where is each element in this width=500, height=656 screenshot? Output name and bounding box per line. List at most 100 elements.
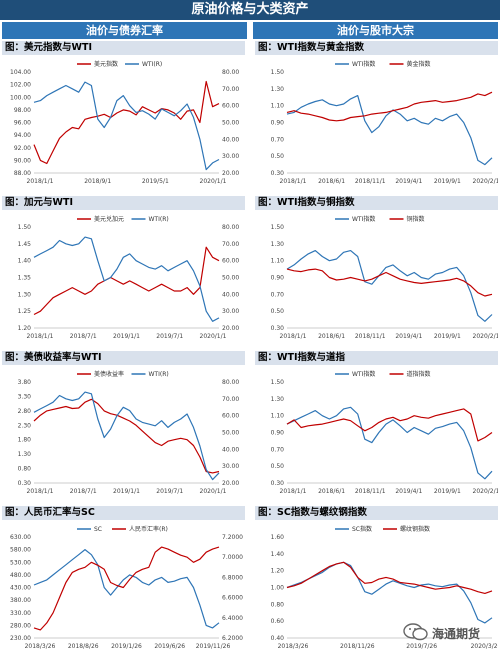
y-left-tick-label: 0.60 xyxy=(271,618,285,625)
series-line xyxy=(33,236,220,322)
y-left-tick-label: 0.50 xyxy=(271,153,285,160)
y-left-tick-label: 98.00 xyxy=(14,107,31,114)
y-left-tick-label: 1.20 xyxy=(18,325,32,332)
series-line xyxy=(286,268,493,297)
y-left-tick-label: 1.50 xyxy=(18,224,32,231)
y-left-tick-label: 1.10 xyxy=(271,103,285,110)
chart-panel-yield-wti: 图：美债收益率与WTI 美债收益率 WTI(R) 3.80 3.30 2.80 2.30 1… xyxy=(2,351,245,501)
legend: WTI指数 铜指数 xyxy=(335,215,425,223)
x-tick-label: 2020/2/1 xyxy=(473,178,498,185)
series-line xyxy=(286,406,493,480)
y-left-tick-label: 1.30 xyxy=(271,86,285,93)
legend: 美元指数 WTI(R) xyxy=(77,60,162,68)
x-tick-label: 2019/9/1 xyxy=(434,488,461,495)
chart-title: 图：人民币汇率与SC xyxy=(2,506,245,520)
y-right-tick-label: 20.00 xyxy=(222,170,239,177)
legend-label: WTI指数 xyxy=(352,215,375,223)
legend: SC 人民币汇率(R) xyxy=(77,525,168,533)
y-left-tick-label: 0.80 xyxy=(271,601,285,608)
y-left-tick-label: 104.00 xyxy=(10,69,31,76)
y-left-tick-label: 1.50 xyxy=(271,69,285,76)
chart-usd-wti: 美元指数 WTI(R) 104.00 102.00 100.00 98.00 96.00 94… xyxy=(10,60,239,185)
legend-label: WTI(R) xyxy=(149,216,169,223)
y-right-tick-label: 6.4000 xyxy=(222,615,243,622)
y-left-tick-label: 530.00 xyxy=(10,559,31,566)
series-line xyxy=(286,561,493,624)
x-tick-label: 2019/7/1 xyxy=(156,488,183,495)
y-left-tick-label: 0.70 xyxy=(271,136,285,143)
x-tick-label: 2020/1/1 xyxy=(200,333,227,340)
y-left-tick-label: 96.00 xyxy=(14,120,31,127)
x-tick-label: 2018/1/1 xyxy=(280,488,307,495)
y-left-tick-label: 630.00 xyxy=(10,534,31,541)
y-left-tick-label: 480.00 xyxy=(10,572,31,579)
y-right-tick-label: 20.00 xyxy=(222,480,239,487)
series-line xyxy=(33,81,220,171)
y-right-tick-label: 6.8000 xyxy=(222,574,243,581)
series-line xyxy=(286,94,493,166)
x-tick-label: 2018/3/26 xyxy=(25,643,56,650)
y-right-tick-label: 60.00 xyxy=(222,413,239,420)
y-left-tick-label: 3.80 xyxy=(18,379,32,386)
x-tick-label: 2018/1/1 xyxy=(280,178,307,185)
y-left-tick-label: 1.50 xyxy=(271,224,285,231)
x-tick-label: 2018/1/1 xyxy=(280,333,307,340)
legend-label: SC xyxy=(94,526,102,533)
right-column-header: 油价与股市大宗 xyxy=(253,22,498,39)
y-left-tick-label: 580.00 xyxy=(10,547,31,554)
series-line xyxy=(286,408,493,442)
legend-label: 螺纹钢指数 xyxy=(400,525,430,533)
y-left-tick-label: 1.30 xyxy=(18,291,32,298)
legend-label: SC指数 xyxy=(352,525,372,533)
y-right-tick-label: 40.00 xyxy=(222,446,239,453)
wechat-icon xyxy=(403,623,428,641)
chart-panel-rmb-sc: 图：人民币汇率与SC SC 人民币汇率(R) 630.00 580.00 530.00 4… xyxy=(2,506,245,656)
x-tick-label: 2020/2/1 xyxy=(473,488,498,495)
x-tick-label: 2019/9/1 xyxy=(434,333,461,340)
y-right-tick-label: 80.00 xyxy=(222,379,239,386)
y-right-tick-label: 20.00 xyxy=(222,325,239,332)
x-tick-label: 2019/4/1 xyxy=(395,333,422,340)
x-tick-label: 2018/9/1 xyxy=(84,178,111,185)
y-right-tick-label: 30.00 xyxy=(222,153,239,160)
series-line xyxy=(286,561,493,595)
y-left-tick-label: 0.30 xyxy=(271,170,285,177)
x-tick-label: 2018/11/1 xyxy=(355,333,386,340)
chart-sc-rebar: SC指数 螺纹钢指数1.601.401.201.000.800.600.40201… xyxy=(271,525,498,650)
legend-label: 黄金指数 xyxy=(407,60,431,68)
y-left-tick-label: 430.00 xyxy=(10,585,31,592)
x-tick-label: 2020/1/1 xyxy=(200,178,227,185)
y-left-tick-label: 0.50 xyxy=(271,308,285,315)
chart-panel-cad-wti: 图：加元与WTI 美元兑加元 WTI(R) 1.50 1.45 1.40 1.35 1.30… xyxy=(2,196,245,346)
x-tick-label: 2018/1/1 xyxy=(27,333,54,340)
y-left-tick-label: 0.30 xyxy=(18,480,32,487)
legend-label: WTI指数 xyxy=(352,60,375,68)
x-tick-label: 2018/1/1 xyxy=(27,178,54,185)
y-left-tick-label: 280.00 xyxy=(10,622,31,629)
y-left-tick-label: 380.00 xyxy=(10,597,31,604)
legend-label: 美债收益率 xyxy=(94,370,124,378)
y-right-tick-label: 6.2000 xyxy=(222,635,243,642)
y-right-tick-label: 70.00 xyxy=(222,86,239,93)
series-line xyxy=(33,246,220,316)
chart-wti-dow: WTI指数 道指指数1.501.301.100.900.700.500.30201… xyxy=(271,370,498,495)
y-left-tick-label: 0.40 xyxy=(271,635,285,642)
x-tick-label: 2020/2/1 xyxy=(473,333,498,340)
x-tick-label: 2019/1/1 xyxy=(113,488,140,495)
chart-wti-gold: WTI指数 黄金指数1.501.301.100.900.700.500.30201… xyxy=(271,60,498,185)
x-tick-label: 2019/7/1 xyxy=(156,333,183,340)
y-right-tick-label: 7.0000 xyxy=(222,554,243,561)
chart-panel-wti-dow: 图：WTI指数与道指 WTI指数 道指指数 1.50 1.30 1.10 0.90 0.70… xyxy=(255,351,498,501)
y-left-tick-label: 1.50 xyxy=(271,379,285,386)
x-tick-label: 2018/11/1 xyxy=(355,488,386,495)
y-right-tick-label: 80.00 xyxy=(222,69,239,76)
chart-title: 图：加元与WTI xyxy=(2,196,245,210)
y-right-tick-label: 50.00 xyxy=(222,430,239,437)
x-tick-label: 2018/1/1 xyxy=(27,488,54,495)
y-left-tick-label: 1.10 xyxy=(271,413,285,420)
legend-label: 铜指数 xyxy=(407,215,425,223)
y-left-tick-label: 90.00 xyxy=(14,157,31,164)
y-right-tick-label: 40.00 xyxy=(222,291,239,298)
y-left-tick-label: 1.45 xyxy=(18,241,32,248)
chart-title: 图：WTI指数与铜指数 xyxy=(255,196,498,210)
